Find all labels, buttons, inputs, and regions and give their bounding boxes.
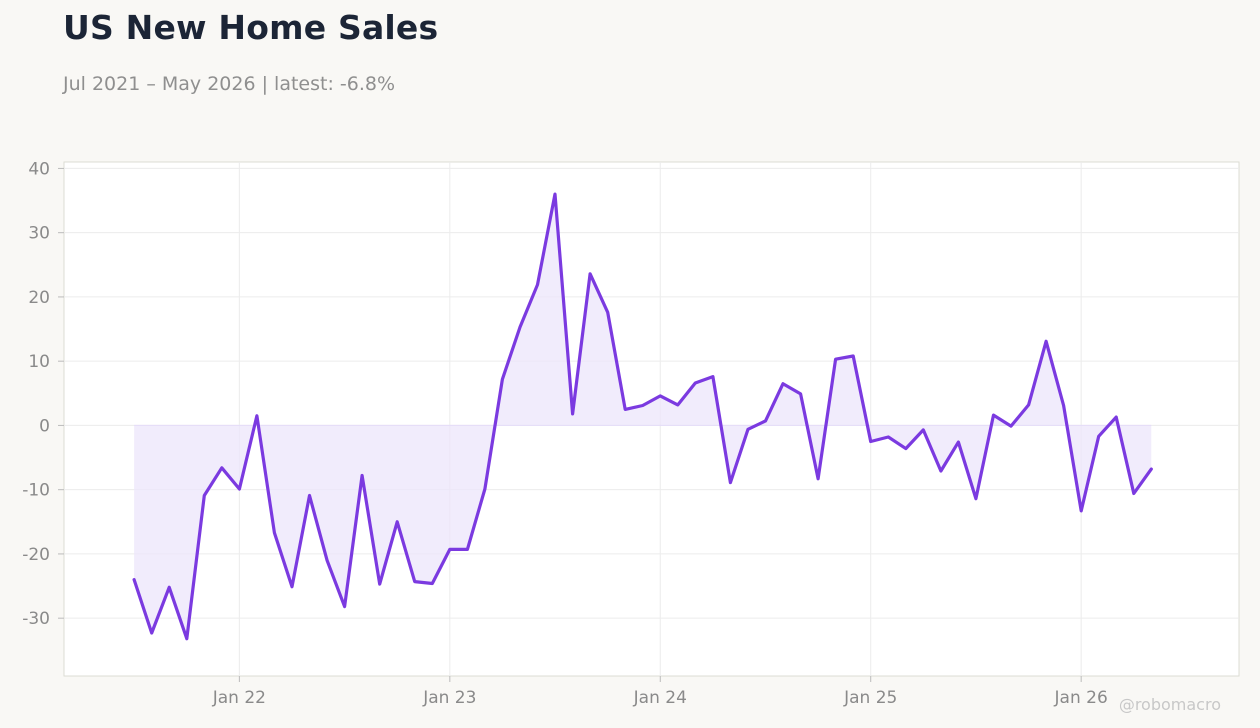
data-point	[851, 354, 855, 358]
y-tick-label: -10	[22, 481, 50, 501]
data-point	[343, 605, 347, 609]
data-point	[150, 631, 154, 635]
x-axis: Jan 22 Jan 23 Jan 24 Jan 25 Jan 26	[212, 676, 1108, 708]
data-point	[711, 375, 715, 379]
data-point	[1079, 509, 1083, 513]
data-point	[816, 477, 820, 481]
y-tick-label: -30	[22, 609, 50, 629]
data-point	[1044, 339, 1048, 343]
series-line	[132, 192, 1153, 641]
data-point	[904, 447, 908, 451]
data-point	[623, 407, 627, 411]
data-point	[956, 440, 960, 444]
series-area	[134, 194, 1152, 639]
y-axis: -30 -20 -10 0 10 20 30 40	[22, 159, 64, 629]
x-tick-label: Jan 25	[843, 688, 897, 708]
data-point	[1009, 424, 1013, 428]
data-point	[606, 310, 610, 314]
line-layer	[132, 192, 1153, 641]
data-point	[834, 357, 838, 361]
data-point	[746, 427, 750, 431]
data-point	[255, 414, 259, 418]
data-point	[939, 469, 943, 473]
data-point	[693, 381, 697, 385]
x-tick-label: Jan 26	[1054, 688, 1108, 708]
data-point	[483, 487, 487, 491]
data-point	[185, 637, 189, 641]
data-point	[536, 283, 540, 287]
data-point	[728, 481, 732, 485]
data-point	[886, 435, 890, 439]
y-tick-label: 30	[28, 224, 50, 244]
data-point	[781, 382, 785, 386]
data-point	[1149, 467, 1153, 471]
data-point	[378, 582, 382, 586]
data-point	[1062, 404, 1066, 408]
data-point	[448, 547, 452, 551]
x-tick-label: Jan 23	[422, 688, 476, 708]
data-point	[992, 413, 996, 417]
data-point	[132, 578, 136, 582]
data-point	[325, 558, 329, 562]
data-point	[220, 466, 224, 470]
y-tick-label: 20	[28, 288, 50, 308]
data-point	[571, 412, 575, 416]
data-point	[430, 582, 434, 586]
area-layer	[134, 194, 1152, 639]
data-point	[588, 272, 592, 276]
y-tick-label: 0	[39, 416, 50, 436]
data-point	[395, 520, 399, 524]
data-point	[465, 547, 469, 551]
data-point	[1114, 415, 1118, 419]
data-point	[1097, 434, 1101, 438]
data-point	[658, 394, 662, 398]
data-point	[308, 494, 312, 498]
data-point	[237, 487, 241, 491]
y-tick-label: 10	[28, 352, 50, 372]
data-point	[553, 192, 557, 196]
data-point	[1027, 403, 1031, 407]
data-point	[676, 403, 680, 407]
data-point	[869, 440, 873, 444]
data-point	[272, 531, 276, 535]
data-point	[413, 580, 417, 584]
data-point	[518, 325, 522, 329]
y-tick-label: 40	[28, 159, 50, 179]
x-tick-label: Jan 24	[633, 688, 687, 708]
data-point	[1132, 492, 1136, 496]
data-point	[921, 428, 925, 432]
data-point	[799, 392, 803, 396]
data-point	[290, 585, 294, 589]
data-point	[202, 494, 206, 498]
chart-subtitle: Jul 2021 – May 2026 | latest: -6.8%	[63, 73, 396, 95]
data-point	[641, 404, 645, 408]
data-point	[360, 474, 364, 478]
data-point	[764, 419, 768, 423]
watermark: @robomacro	[1119, 695, 1221, 714]
y-tick-label: -20	[22, 545, 50, 565]
data-point	[500, 377, 504, 381]
chart-title: US New Home Sales	[63, 8, 439, 47]
x-tick-label: Jan 22	[212, 688, 266, 708]
data-point	[974, 497, 978, 501]
data-point	[167, 585, 171, 589]
